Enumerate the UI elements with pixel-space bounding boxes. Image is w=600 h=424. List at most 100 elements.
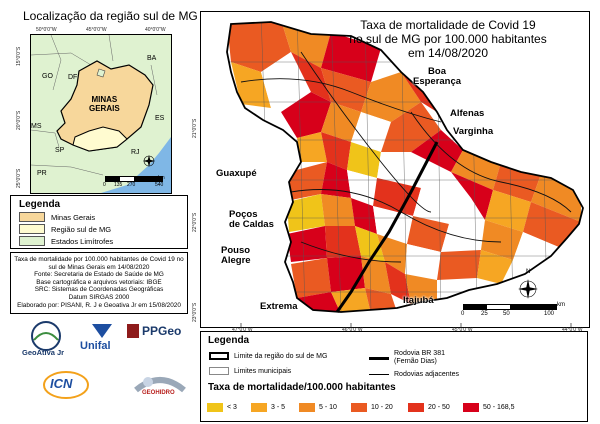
inset-map: BA GO DF MINAS GERAIS ES MS SP RJ PR 0 1…: [30, 34, 172, 194]
map-scale-0: 0: [461, 311, 465, 317]
map-scale-bar: [463, 304, 557, 310]
inset-coord-left-1: 15°0'0"S: [16, 46, 22, 66]
class-item-6: 50 - 168,5: [463, 403, 515, 412]
geohidro-logo: [134, 377, 186, 393]
legend-br381: Rodovia BR 381 (Fernão Dias): [369, 350, 445, 366]
map-coord-bottom-2: 46°0'0"W: [342, 327, 363, 333]
inset-top-coords: 50°0'0"W 45°0'0"W 40°0'0"W: [30, 27, 172, 34]
meta-line: sul de Minas Gerais em 14/08/2020: [48, 263, 150, 271]
icn-text: ICN: [50, 376, 73, 391]
city-pocos-de-caldas: Poços de Caldas: [229, 209, 274, 230]
map-scale-3: 100: [544, 311, 555, 317]
icn-logo: [43, 371, 89, 399]
inset-left-coords: 15°0'0"S 20°0'0"S 25°0'0"S: [16, 46, 26, 190]
map-coord-bottom-4: 44°0'0"W: [562, 327, 583, 333]
city-extrema: Extrema: [260, 301, 298, 312]
roads-swatch: [369, 374, 389, 375]
legend-item-mg: Minas Gerais: [19, 212, 95, 222]
inset-coord-top-2: 45°0'0"W: [86, 27, 107, 33]
class-swatch: [251, 403, 267, 412]
legend-item-states: Estados Limítrofes: [19, 236, 113, 246]
inset-scale-bar: [105, 176, 163, 182]
legend-roads: Rodovias adjacentes: [369, 371, 459, 378]
inset-scale-2: 270: [127, 182, 136, 188]
class-swatch: [463, 403, 479, 412]
legend-swatch-mg: [19, 212, 45, 222]
class-swatch: [408, 403, 424, 412]
inset-scale-unit: km: [158, 175, 165, 181]
inset-scale-3: 540: [155, 182, 164, 188]
meta-line: Fonte: Secretaria de Estado de Saúde de …: [34, 271, 164, 279]
inset-north-arrow-icon: [143, 155, 155, 167]
legend-label-mg: Minas Gerais: [51, 212, 96, 222]
ppgeo-mark-icon: [127, 324, 139, 338]
legend-label-states: Estados Limítrofes: [51, 236, 114, 246]
inset-coord-top-1: 50°0'0"W: [36, 27, 57, 33]
map-coord-bottom-3: 45°0'0"W: [452, 327, 473, 333]
br381-swatch: [369, 356, 389, 360]
map-coord-left-3: 23°0'0"S: [192, 302, 198, 322]
legend-left: Legenda Minas Gerais Região sul de MG Es…: [10, 195, 188, 249]
meta-line: Elaborado por: PISANI, R. J e Geoativa J…: [17, 301, 181, 309]
inset-coord-top-3: 40°0'0"W: [145, 27, 166, 33]
class-item-5: 20 - 50: [408, 403, 450, 412]
meta-line: SRC: Sistemas de Coordenadas Geográficas: [34, 286, 164, 294]
br381-road: [335, 141, 439, 313]
legend-swatch-south: [19, 224, 45, 234]
inset-coord-left-2: 20°0'0"S: [16, 110, 22, 130]
label-df: DF: [68, 74, 78, 81]
north-arrow-icon: [518, 279, 538, 299]
legend-bottom: Legenda Limite da região do sul de MG Li…: [200, 331, 588, 422]
class-item-1: < 3: [207, 403, 237, 412]
map-title-line-3: em 14/08/2020: [407, 46, 489, 60]
ppgeo-text: PPGeo: [142, 324, 182, 338]
city-varginha: Varginha: [453, 126, 494, 137]
label-es: ES: [155, 115, 165, 122]
legend-item-south: Região sul de MG: [19, 224, 111, 234]
geoativa-text: GeoAtiva Jr: [22, 348, 65, 357]
legend-municipal: Limites municipais: [209, 367, 291, 375]
class-label: 3 - 5: [271, 404, 286, 411]
municipal-swatch: [209, 367, 229, 375]
map-scale-unit: km: [557, 302, 565, 308]
class-swatch: [351, 403, 367, 412]
region-limit-swatch: [209, 352, 229, 360]
br381-label: Rodovia BR 381 (Fernão Dias): [394, 350, 445, 365]
region-limit-label: Limite da região do sul de MG: [234, 352, 328, 360]
class-label: 20 - 50: [428, 404, 450, 411]
map-scale-2: 50: [503, 311, 510, 317]
unifal-text: Unifal: [80, 340, 111, 352]
inset-scale-1: 135: [114, 182, 123, 188]
geoativa-logo: [31, 321, 61, 351]
city-itajuba: Itajubá: [403, 295, 434, 306]
map-title: Taxa de mortalidade de Covid 19 no sul d…: [343, 18, 553, 60]
class-label: < 3: [227, 404, 237, 411]
map-scale-1: 25: [481, 311, 488, 317]
unifal-mark-icon: [92, 324, 112, 338]
metadata-box: Taxa de mortalidade por 100.000 habitant…: [10, 252, 188, 314]
label-rj: RJ: [131, 149, 140, 156]
rate-legend-title: Taxa de mortalidade/100.000 habitantes: [208, 382, 396, 393]
map-coord-left-1: 21°0'0"S: [192, 118, 198, 138]
label-mg: MINAS GERAIS: [89, 95, 120, 113]
map-title-line-2: no sul de MG por 100.000 habitantes: [349, 32, 547, 46]
meta-line: Datum SIRGAS 2000: [68, 293, 130, 301]
main-map-svg: [226, 21, 584, 327]
north-label: N: [526, 269, 531, 275]
class-label: 10 - 20: [371, 404, 393, 411]
legend-left-title: Legenda: [19, 199, 61, 210]
legend-label-south: Região sul de MG: [51, 224, 112, 234]
class-item-2: 3 - 5: [251, 403, 285, 412]
map-title-line-1: Taxa de mortalidade de Covid 19: [360, 18, 536, 32]
class-item-4: 10 - 20: [351, 403, 393, 412]
inset-coord-left-3: 25°0'0"S: [16, 168, 22, 188]
city-boa-esperanca: Boa Esperança: [413, 66, 462, 87]
legend-bottom-title: Legenda: [208, 335, 250, 346]
city-guaxupe: Guaxupé: [216, 168, 257, 179]
city-alfenas: Alfenas: [450, 108, 485, 119]
label-go: GO: [42, 73, 53, 80]
class-label: 50 - 168,5: [483, 404, 515, 411]
map-coord-left-2: 22°0'0"S: [192, 212, 198, 232]
legend-swatch-states: [19, 236, 45, 246]
roads-label: Rodovias adjacentes: [394, 371, 459, 378]
